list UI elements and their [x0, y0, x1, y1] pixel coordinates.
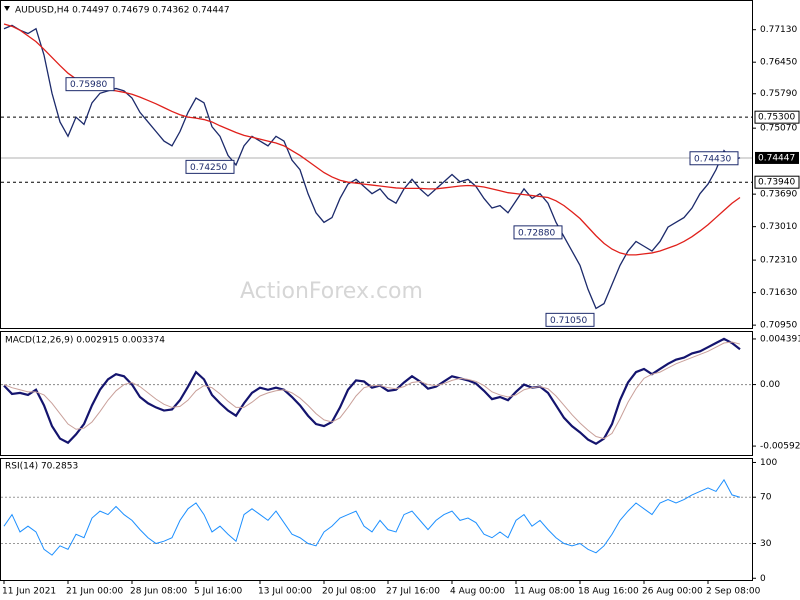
- y-tick-label: 0: [760, 574, 766, 584]
- y-tick-label: 0.77130: [760, 25, 797, 35]
- last-price-label: 0.74447: [758, 153, 795, 163]
- annotation-label: 0.75980: [70, 80, 107, 90]
- series-line: [3, 24, 741, 310]
- level-label: 0.73940: [758, 178, 795, 188]
- series-line: [3, 478, 741, 556]
- y-tick-label: 0.70950: [760, 321, 797, 331]
- y-tick-label: 100: [760, 458, 777, 468]
- annotation-box: [689, 151, 739, 166]
- y-tick-label: -0.005922: [760, 442, 800, 452]
- y-tick-label: 0.76450: [760, 58, 797, 68]
- x-tick-label: 18 Aug 16:00: [578, 587, 639, 597]
- y-tick-label: 0.71630: [760, 288, 797, 298]
- x-tick-label: 28 Jun 08:00: [130, 587, 187, 597]
- x-tick-label: 4 Aug 00:00: [450, 587, 505, 597]
- series-line: [3, 337, 741, 446]
- y-tick-label: 0.00: [760, 380, 780, 390]
- annotation-label: 0.74250: [190, 163, 227, 173]
- x-tick-label: 27 Jul 16:00: [386, 587, 440, 597]
- last-price-box: [755, 151, 799, 164]
- x-tick-label: 11 Jun 2021: [2, 587, 56, 597]
- price-title: AUDUSD,H4 0.74497 0.74679 0.74362 0.7444…: [15, 6, 230, 16]
- annotation-box: [185, 159, 235, 174]
- annotation-box: [65, 77, 115, 92]
- macd-panel: [0, 331, 753, 456]
- macd-title: MACD(12,26,9) 0.002915 0.003374: [5, 336, 165, 346]
- y-tick-label: 30: [760, 539, 772, 549]
- rsi-panel: [0, 458, 753, 581]
- menu-arrow: [4, 6, 10, 11]
- y-tick-label: 70: [760, 493, 772, 503]
- y-tick-label: 0.004391: [760, 334, 800, 344]
- annotation-box: [545, 312, 595, 327]
- annotation-label: 0.72880: [518, 228, 555, 238]
- series-line: [3, 341, 741, 440]
- y-tick-label: 0.73690: [760, 190, 797, 200]
- x-tick-label: 11 Aug 08:00: [514, 587, 575, 597]
- y-tick-label: 0.75790: [760, 89, 797, 99]
- rsi-title: RSI(14) 70.2853: [5, 462, 78, 472]
- x-tick-label: 21 Jun 00:00: [66, 587, 123, 597]
- watermark: ActionForex.com: [240, 279, 423, 304]
- annotation-box: [513, 225, 563, 240]
- x-tick-label: 2 Sep 08:00: [706, 587, 761, 597]
- x-tick-label: 20 Jul 08:00: [322, 587, 376, 597]
- level-label: 0.75300: [758, 113, 795, 123]
- y-tick-label: 0.73010: [760, 222, 797, 232]
- annotation-label: 0.71050: [550, 316, 587, 326]
- y-tick-label: 0.72310: [760, 256, 797, 266]
- price-panel: [0, 0, 753, 329]
- x-tick-label: 26 Aug 00:00: [642, 587, 703, 597]
- x-tick-label: 13 Jul 00:00: [258, 587, 312, 597]
- annotation-label: 0.74430: [694, 154, 731, 164]
- level-label-box: [754, 110, 800, 124]
- y-tick-label: 0.75070: [760, 124, 797, 134]
- level-label-box: [754, 175, 800, 189]
- series-line: [3, 23, 741, 256]
- x-tick-label: 5 Jul 16:00: [194, 587, 243, 597]
